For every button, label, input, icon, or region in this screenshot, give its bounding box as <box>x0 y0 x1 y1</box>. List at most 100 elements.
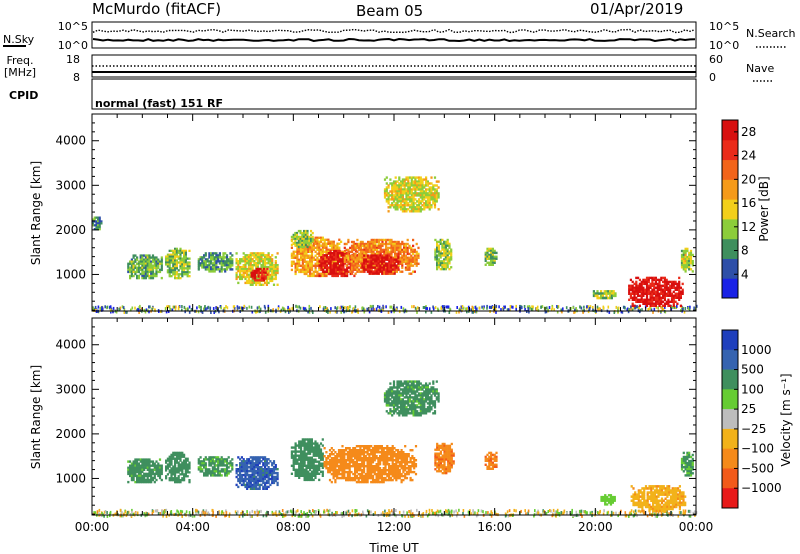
power-region-7-cell <box>367 242 370 246</box>
power-speckle <box>495 310 497 314</box>
velocity-region-0-cell <box>127 466 130 469</box>
power-region-7-cell <box>395 254 398 257</box>
power-region-7-cell <box>358 244 361 248</box>
power-region-14-cell <box>394 202 397 205</box>
power-speckle <box>223 307 226 311</box>
power-region-5-cell <box>314 250 317 253</box>
velocity-speckle <box>401 514 403 518</box>
velocity-region-2-cell <box>203 474 206 477</box>
velocity-region-0-cell <box>146 478 149 482</box>
power-region-6-cell <box>325 270 328 273</box>
power-region-7-cell <box>350 268 354 271</box>
power-region-7-cell <box>399 246 402 250</box>
power-region-9-cell <box>446 260 449 263</box>
power-region-11-cell <box>651 276 654 280</box>
power-region-5-cell <box>303 260 306 263</box>
velocity-region-1-cell <box>179 463 182 466</box>
power-region-11-cell <box>654 278 657 282</box>
power-region-0-cell <box>130 274 133 278</box>
power-region-14-cell <box>394 176 397 179</box>
power-region-2-cell <box>215 256 218 259</box>
power-region-2-cell <box>210 268 213 271</box>
power-region-5-cell <box>296 248 299 251</box>
power-region-3-cell <box>240 267 243 271</box>
power-region-1-cell <box>165 261 168 264</box>
power-region-11-cell <box>640 290 643 293</box>
power-region-1-cell <box>188 249 191 252</box>
power-region-11-cell <box>669 304 672 307</box>
power-region-3-cell <box>267 275 270 279</box>
power-region-8-cell <box>375 264 378 267</box>
power-speckle <box>263 304 266 308</box>
power-region-2-cell <box>217 260 220 263</box>
power-region-14-cell <box>403 184 406 187</box>
velocity-speckle <box>181 514 183 518</box>
velocity-speckle <box>184 512 186 516</box>
power-speckle <box>519 305 521 309</box>
power-region-7-cell <box>352 246 355 250</box>
velocity-region-0-cell <box>144 466 147 469</box>
power-region-7-cell <box>352 268 355 271</box>
velocity-speckle <box>453 510 455 514</box>
power-region-0-cell <box>139 258 142 261</box>
power-region-3-cell <box>258 254 261 257</box>
power-region-11-cell <box>660 284 663 287</box>
velocity-region-0-cell <box>158 474 162 478</box>
power-region-7-cell <box>383 272 386 275</box>
power-region-7-cell <box>370 242 373 246</box>
power-region-5-cell <box>321 252 324 255</box>
power-region-9-cell <box>444 240 447 243</box>
power-region-6-cell <box>325 260 328 263</box>
power-region-14-cell <box>419 210 422 213</box>
power-region-7-cell <box>354 252 357 256</box>
power-speckle <box>467 305 470 309</box>
power-region-10-cell <box>491 251 494 255</box>
power-region-14-cell <box>398 200 401 203</box>
power-region-11-cell <box>669 286 672 289</box>
power-region-8-cell <box>390 270 393 273</box>
power-speckle <box>528 310 530 314</box>
power-region-6-cell <box>342 254 345 257</box>
power-region-7-cell <box>403 252 406 256</box>
power-region-7-cell <box>408 256 411 259</box>
power-region-14-cell <box>400 196 403 199</box>
velocity-speckle <box>176 509 178 513</box>
velocity-speckle <box>131 510 133 514</box>
power-region-7-cell <box>394 270 397 273</box>
power-region-2-cell <box>224 256 227 259</box>
power-region-11-cell <box>651 290 654 293</box>
nsearch-tick-bottom: 10^0 <box>709 39 739 52</box>
velocity-speckle <box>535 512 538 516</box>
velocity-speckle <box>301 512 303 516</box>
power-region-5-cell <box>334 246 337 249</box>
power-region-11-cell <box>670 296 674 299</box>
power-region-5-cell <box>294 262 297 265</box>
power-region-1-cell <box>166 271 169 274</box>
velocity-region-0-cell <box>139 480 142 484</box>
power-region-2-cell <box>222 252 225 255</box>
power-region-0-cell <box>144 270 147 274</box>
power-region-6-cell <box>331 272 334 276</box>
power-region-13-cell <box>97 222 100 225</box>
power-region-8-cell <box>388 268 391 271</box>
velocity-speckle <box>312 509 314 512</box>
power-region-14-cell <box>423 204 426 207</box>
power-region-7-cell <box>385 244 388 248</box>
power-region-11-cell <box>654 298 657 301</box>
power-region-14-cell <box>414 192 417 195</box>
velocity-region-2-cell <box>211 474 214 477</box>
velocity-speckle <box>598 511 600 515</box>
power-region-5-cell <box>309 270 312 274</box>
velocity-region-0-cell <box>129 466 132 469</box>
power-region-2-cell <box>229 266 232 269</box>
power-region-1-cell <box>168 253 171 256</box>
power-region-12-cell <box>680 253 684 257</box>
power-speckle <box>246 306 248 310</box>
power-region-14-cell <box>400 200 403 203</box>
velocity-region-0-cell <box>144 458 147 461</box>
power-region-3-cell <box>260 264 263 267</box>
power-region-5-cell <box>321 274 324 278</box>
power-region-7-cell <box>349 246 352 250</box>
power-speckle <box>382 306 385 310</box>
power-region-7-cell <box>399 258 402 261</box>
